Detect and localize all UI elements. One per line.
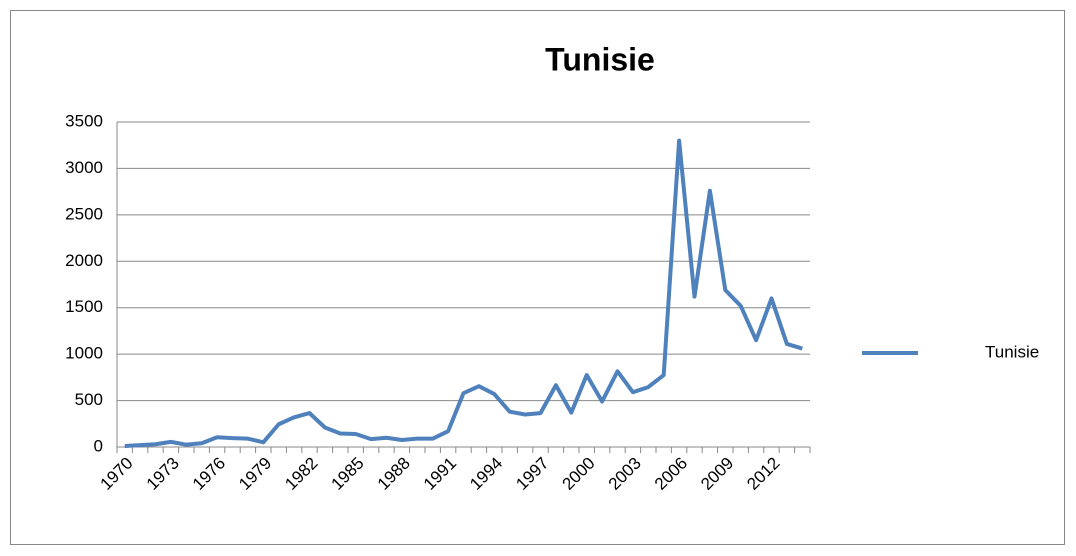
y-tick-label: 1500 [65,297,103,316]
chart-border [10,10,1065,545]
legend-label: Tunisie [985,342,1039,361]
y-tick-label: 3500 [65,111,103,130]
y-tick-label: 2000 [65,251,103,270]
y-tick-label: 500 [75,390,103,409]
y-tick-label: 2500 [65,204,103,223]
data-line [124,138,803,449]
y-tick-label: 1000 [65,344,103,363]
chart-title: Tunisie [545,41,655,77]
y-tick-label: 0 [94,436,103,455]
y-tick-label: 3000 [65,158,103,177]
